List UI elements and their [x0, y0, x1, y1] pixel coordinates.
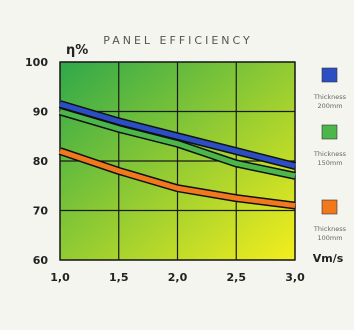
legend-label-3: Thickness — [313, 225, 347, 233]
x-axis-label: Vm/s — [313, 252, 344, 265]
y-tick-label: 80 — [33, 155, 49, 168]
plot-frame — [59, 61, 296, 261]
legend-label-2: 150mm — [317, 159, 342, 167]
y-tick-label: 90 — [33, 106, 49, 119]
series-line-3 — [59, 148, 296, 209]
legend-swatch-1 — [321, 67, 338, 83]
y-tick-label: 60 — [33, 254, 49, 267]
tick-labels: 1,0 1,5 2,0 2,5 3,0 60 70 80 90 100 — [25, 56, 305, 284]
x-tick-label: 1,0 — [50, 271, 70, 284]
legend-label-2: Thickness — [313, 150, 347, 158]
legend-swatch-3 — [321, 199, 338, 215]
legend-label-1: 200mm — [317, 102, 342, 110]
series-line-2 — [59, 109, 296, 179]
x-tick-label: 1,5 — [109, 271, 129, 284]
legend-label-3: 100mm — [317, 234, 342, 242]
x-tick-label: 2,5 — [227, 271, 247, 284]
legend-swatch-2 — [321, 124, 338, 140]
y-tick-label: 70 — [33, 205, 49, 218]
legend-label-1: Thickness — [313, 93, 347, 101]
y-tick-label: 100 — [25, 56, 48, 69]
series-lines — [58, 100, 296, 210]
series-line-1 — [59, 101, 296, 169]
legend: Thickness200mmThickness150mmThickness100… — [313, 67, 347, 242]
x-tick-label: 2,0 — [168, 271, 188, 284]
chart-title: PANEL EFFICIENCY — [103, 34, 252, 47]
y-axis-label: η% — [66, 43, 88, 58]
x-tick-label: 3,0 — [285, 271, 305, 284]
